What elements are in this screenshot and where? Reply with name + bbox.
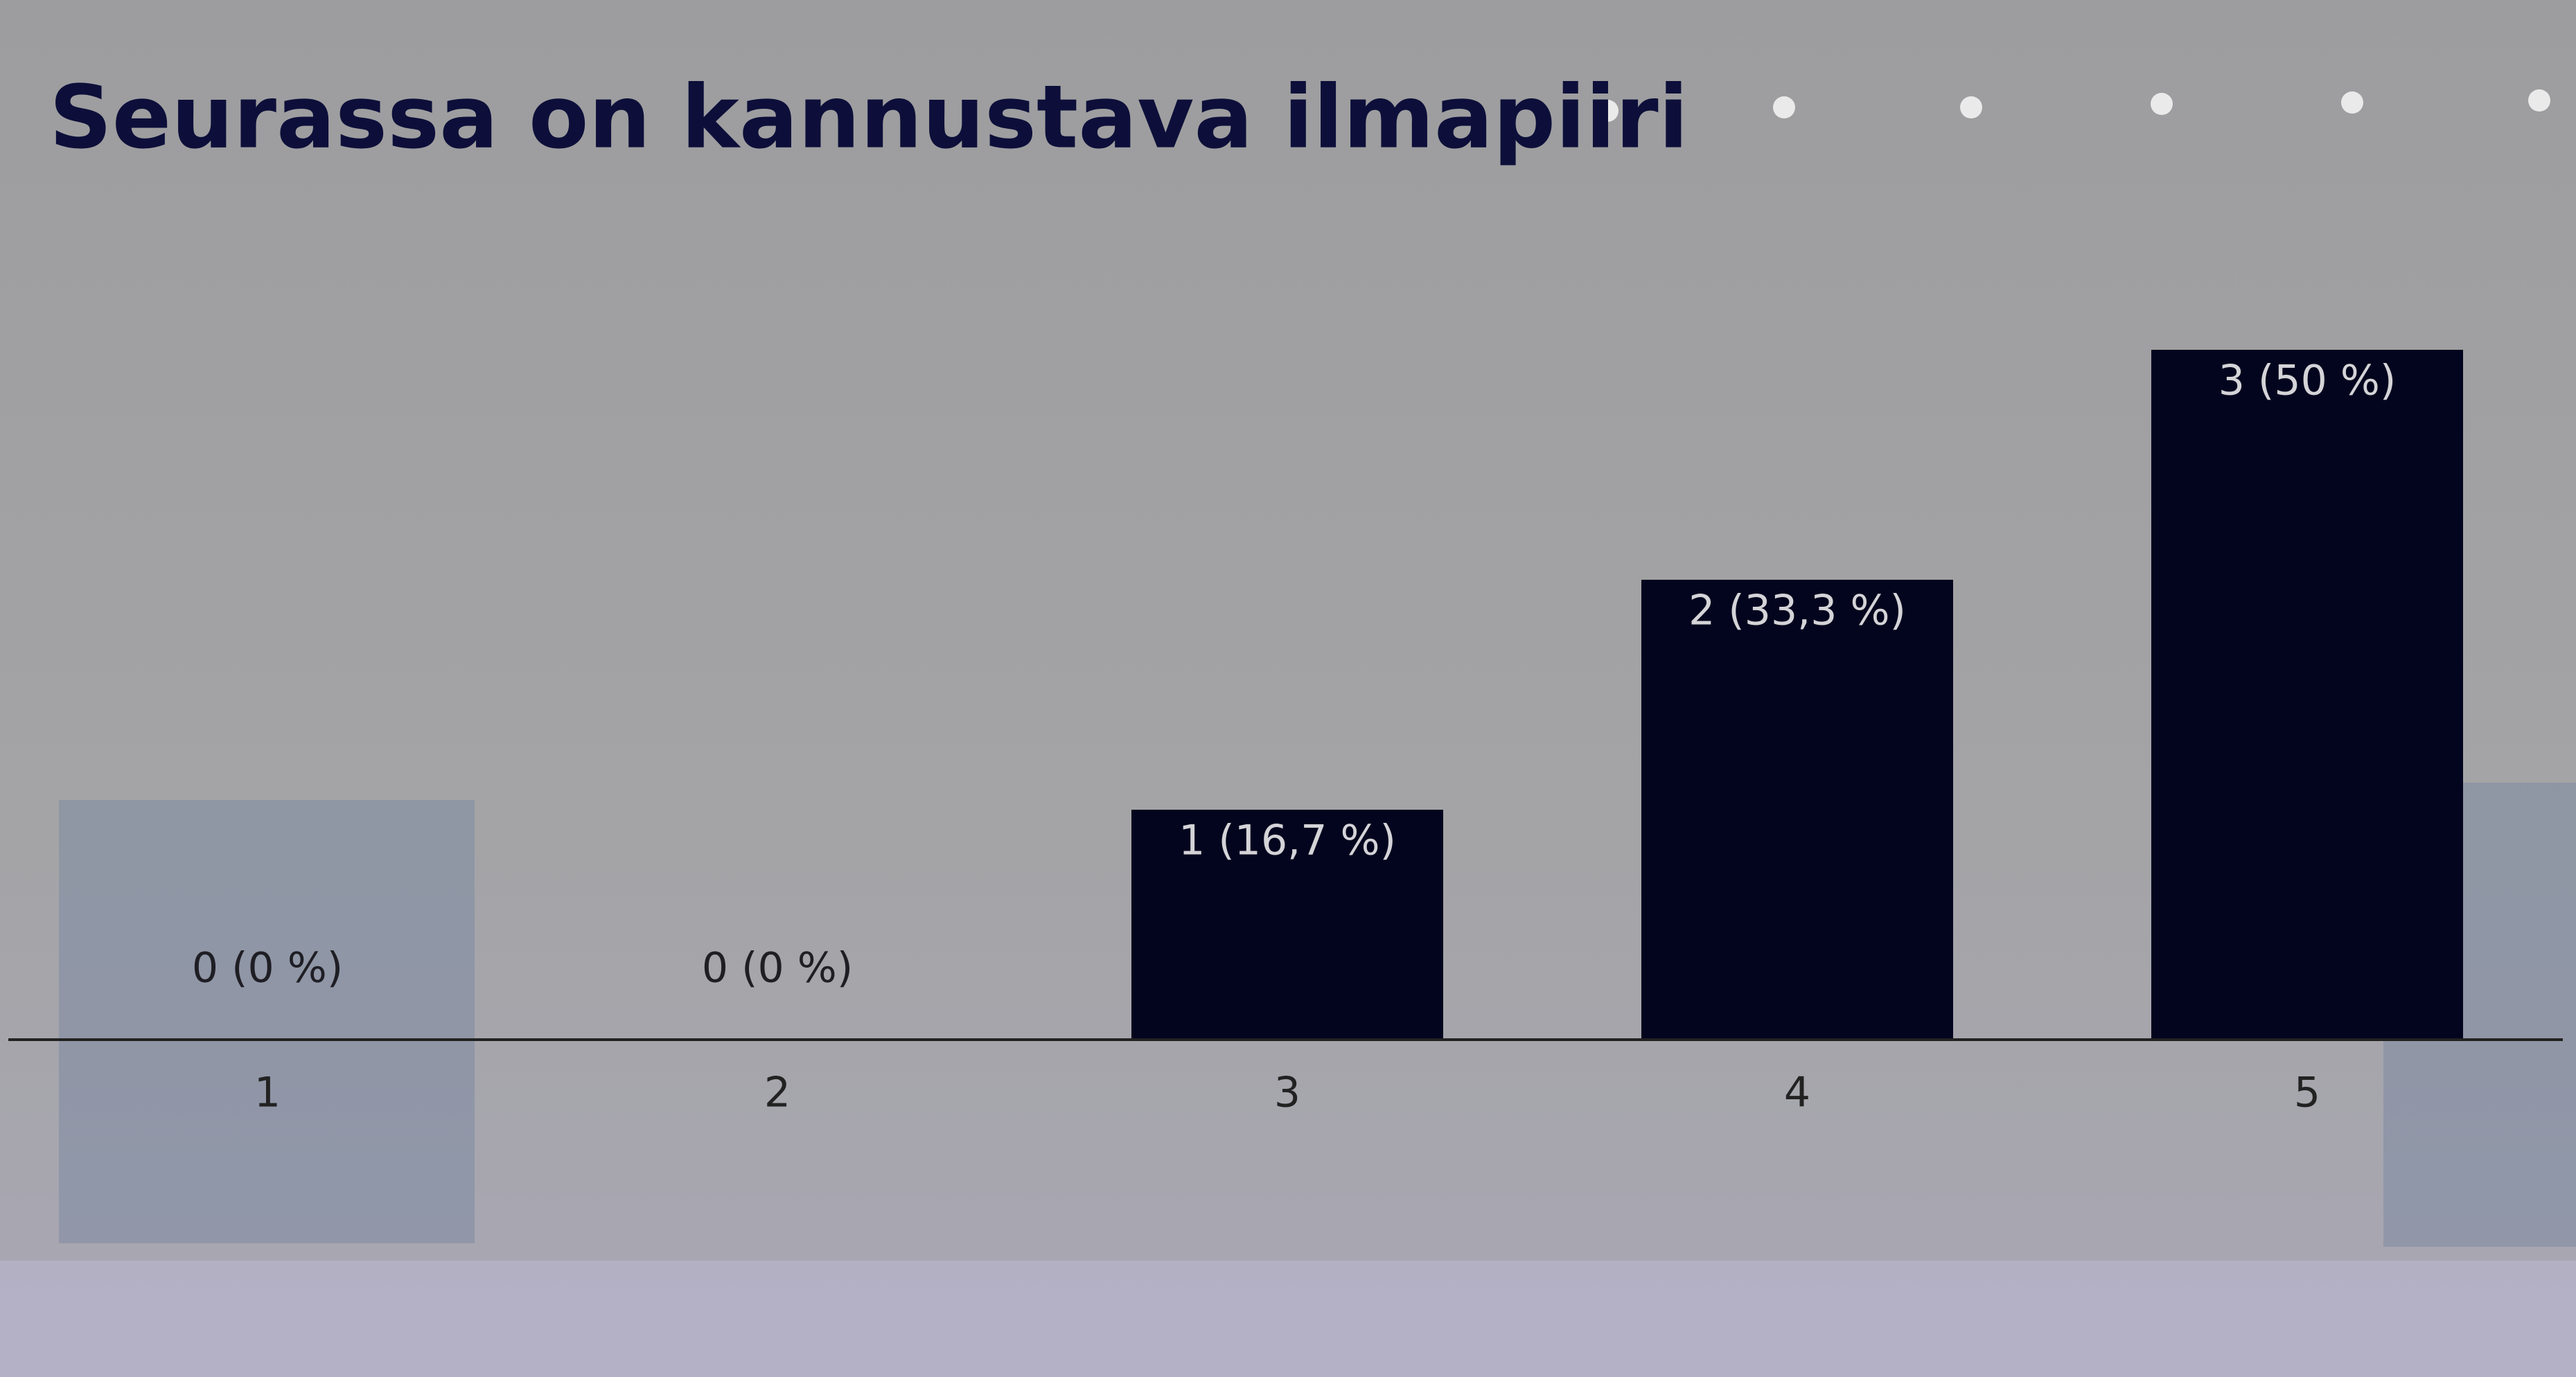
value-label: 3 (50 %) [2218, 357, 2397, 405]
value-label: 0 (0 %) [192, 944, 343, 993]
x-tick-label: 3 [1274, 1069, 1300, 1117]
x-tick-label: 2 [764, 1069, 791, 1117]
bar [1641, 580, 1953, 1040]
x-tick-label: 4 [1784, 1069, 1810, 1117]
chart: Seurassa on kannustava ilmapiiri 0 (0 %)… [0, 0, 2576, 1377]
x-tick-label: 5 [2294, 1069, 2320, 1117]
chart-title: Seurassa on kannustava ilmapiiri [49, 66, 1688, 168]
value-label: 2 (33,3 %) [1688, 587, 1906, 635]
bar [2151, 350, 2463, 1040]
value-label: 0 (0 %) [702, 944, 853, 993]
value-label: 1 (16,7 %) [1179, 817, 1396, 865]
x-tick-label: 1 [254, 1069, 281, 1117]
